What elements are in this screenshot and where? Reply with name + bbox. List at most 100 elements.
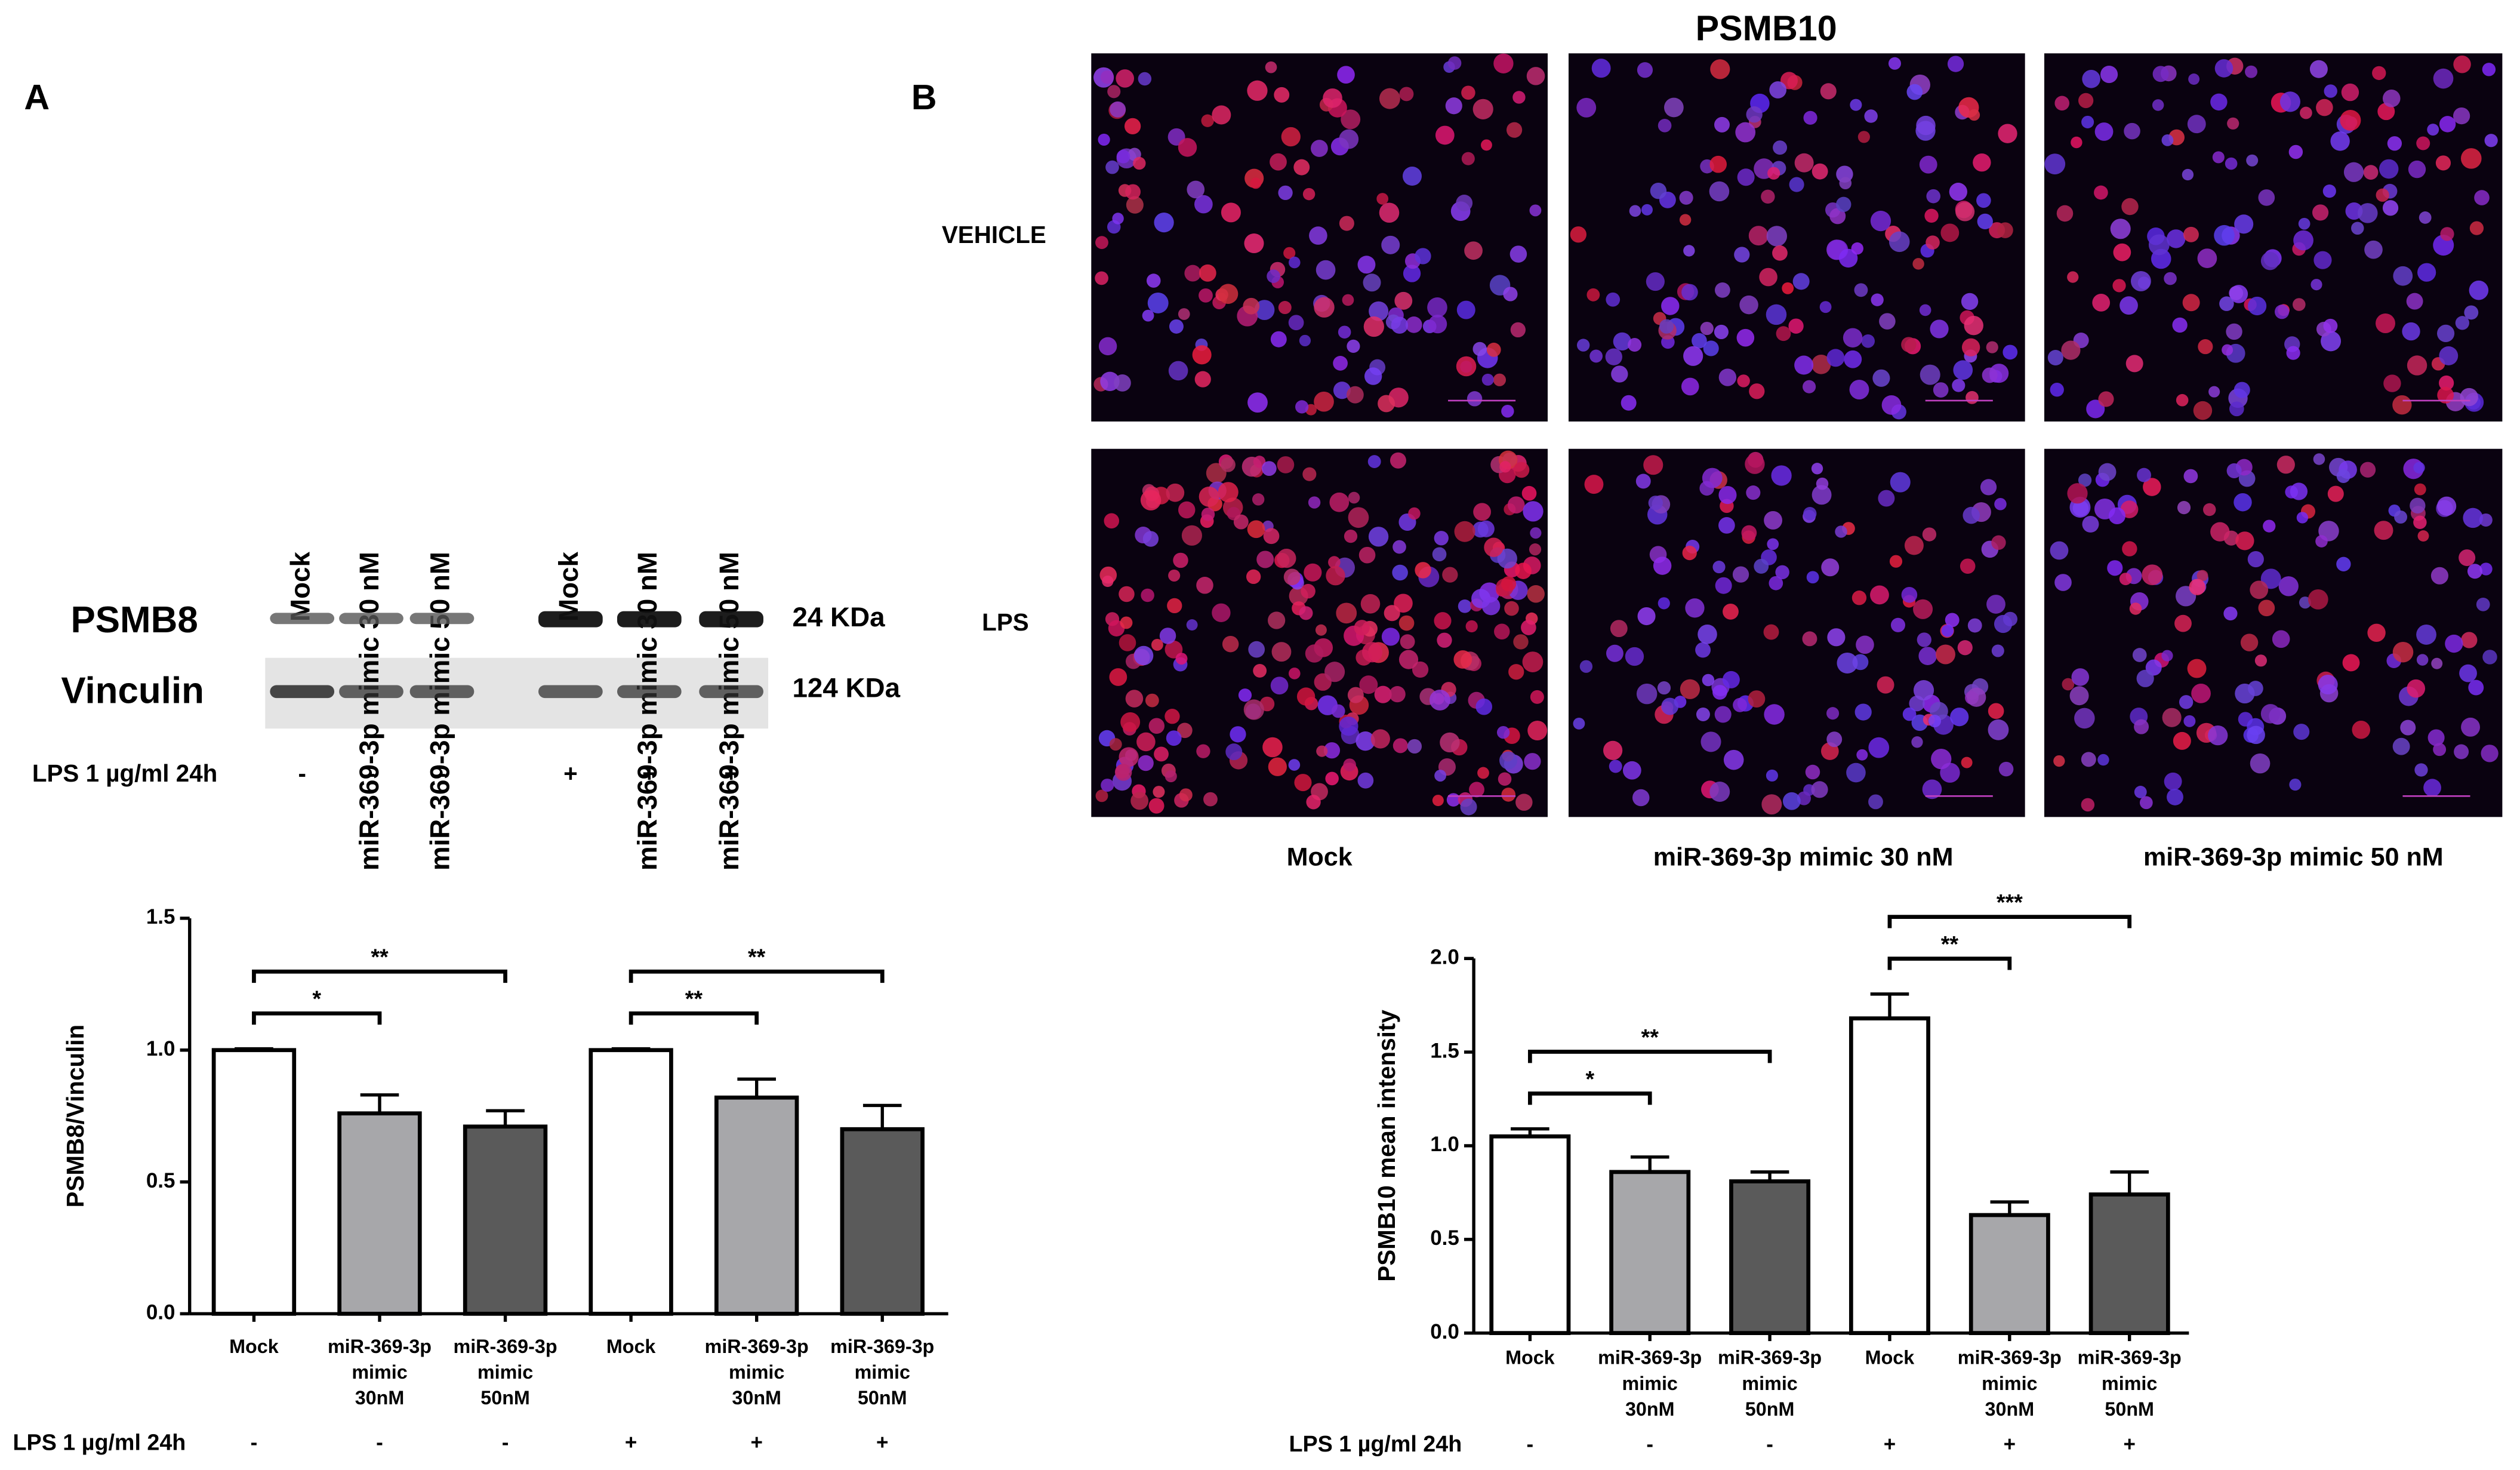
cell xyxy=(1802,631,1817,647)
cell xyxy=(2416,136,2430,150)
cell xyxy=(1997,222,2013,238)
cell xyxy=(1498,772,1512,786)
cell xyxy=(1718,368,1737,386)
cell xyxy=(1515,794,1533,811)
cell xyxy=(1782,282,1794,294)
lane-label: miR-369-3p mimic 30 nM xyxy=(354,552,384,871)
cell xyxy=(2130,270,2151,291)
cell xyxy=(1119,747,1139,767)
cell xyxy=(1392,564,1408,581)
cell xyxy=(1637,607,1656,626)
cell xyxy=(1698,625,1717,644)
cell xyxy=(1530,527,1542,539)
protein-label: Vinculin xyxy=(61,670,204,711)
cell xyxy=(1179,788,1193,802)
cell xyxy=(1955,202,1975,222)
cell xyxy=(1263,528,1280,545)
significance-bracket xyxy=(252,1011,382,1025)
cell xyxy=(1611,365,1628,383)
cell xyxy=(1355,731,1375,751)
y-tick-label: 0.0 xyxy=(146,1301,175,1324)
cell xyxy=(1776,326,1791,342)
cell xyxy=(2094,122,2114,141)
cell xyxy=(1881,395,1902,415)
cell xyxy=(2219,296,2234,311)
cell xyxy=(1119,586,1135,602)
cell xyxy=(1399,87,1414,102)
cells xyxy=(1570,56,2018,420)
cell xyxy=(1212,105,1231,125)
cell xyxy=(1527,585,1545,603)
cell xyxy=(1306,795,1321,810)
cell xyxy=(2061,340,2081,360)
cell xyxy=(1868,737,1890,758)
cell xyxy=(1683,245,1695,257)
cell xyxy=(1811,355,1831,374)
cell xyxy=(1501,788,1516,802)
cell xyxy=(1368,527,1389,547)
cell xyxy=(1344,530,1358,543)
cell xyxy=(1506,122,1523,138)
cell xyxy=(1748,690,1766,708)
cell xyxy=(2417,263,2436,282)
cell xyxy=(2463,508,2483,528)
cell xyxy=(1168,569,1181,582)
cell xyxy=(2330,131,2350,151)
treatment-sign: + xyxy=(642,759,657,787)
cell xyxy=(1622,761,1641,780)
cell xyxy=(2416,625,2436,645)
cell xyxy=(1702,468,1723,488)
cell xyxy=(1296,687,1316,706)
cell xyxy=(1408,507,1421,520)
cell xyxy=(1304,563,1322,582)
cell xyxy=(1771,465,1792,486)
significance-label: *** xyxy=(1997,890,2023,915)
cell xyxy=(1515,562,1532,579)
cell xyxy=(1849,379,1869,399)
cell xyxy=(1767,538,1779,551)
cell xyxy=(1976,193,1991,208)
cell xyxy=(1472,99,1493,119)
cell xyxy=(1878,490,1895,507)
cell xyxy=(1192,345,1212,365)
cell xyxy=(1364,367,1382,385)
cell xyxy=(1473,503,1492,521)
cell xyxy=(2474,190,2490,205)
band xyxy=(409,685,475,699)
cell xyxy=(1653,556,1672,575)
cell xyxy=(2222,344,2234,356)
treatment-sign: + xyxy=(1884,1432,1896,1456)
cell xyxy=(1501,576,1517,592)
cell xyxy=(1591,59,1611,78)
cell xyxy=(2263,519,2276,533)
cell xyxy=(1570,226,1586,243)
cell xyxy=(2214,225,2235,246)
cell xyxy=(1154,746,1169,762)
cell xyxy=(1839,177,1852,189)
protein-label: PSMB8 xyxy=(70,599,198,641)
cell xyxy=(2119,296,2138,315)
cell xyxy=(2166,229,2186,248)
cell xyxy=(2479,562,2493,576)
cell xyxy=(1901,586,1918,603)
cell xyxy=(1646,272,1665,291)
cell xyxy=(1950,708,1969,727)
band xyxy=(699,685,763,699)
cell xyxy=(1806,571,1819,584)
cell xyxy=(2234,382,2250,398)
cell xyxy=(2223,606,2238,621)
cell xyxy=(1289,256,1301,269)
cell xyxy=(2272,630,2290,648)
cell xyxy=(1714,116,1730,133)
cell xyxy=(2316,99,2333,116)
cell xyxy=(1429,690,1450,711)
cell xyxy=(2372,66,2386,81)
cell xyxy=(2439,375,2454,391)
cell xyxy=(1926,189,1940,204)
cell xyxy=(1930,319,1949,339)
cell xyxy=(1766,769,1778,782)
cell xyxy=(1314,391,1334,412)
cell xyxy=(2402,322,2420,341)
cell xyxy=(1696,707,1710,721)
cell xyxy=(1098,133,1110,146)
